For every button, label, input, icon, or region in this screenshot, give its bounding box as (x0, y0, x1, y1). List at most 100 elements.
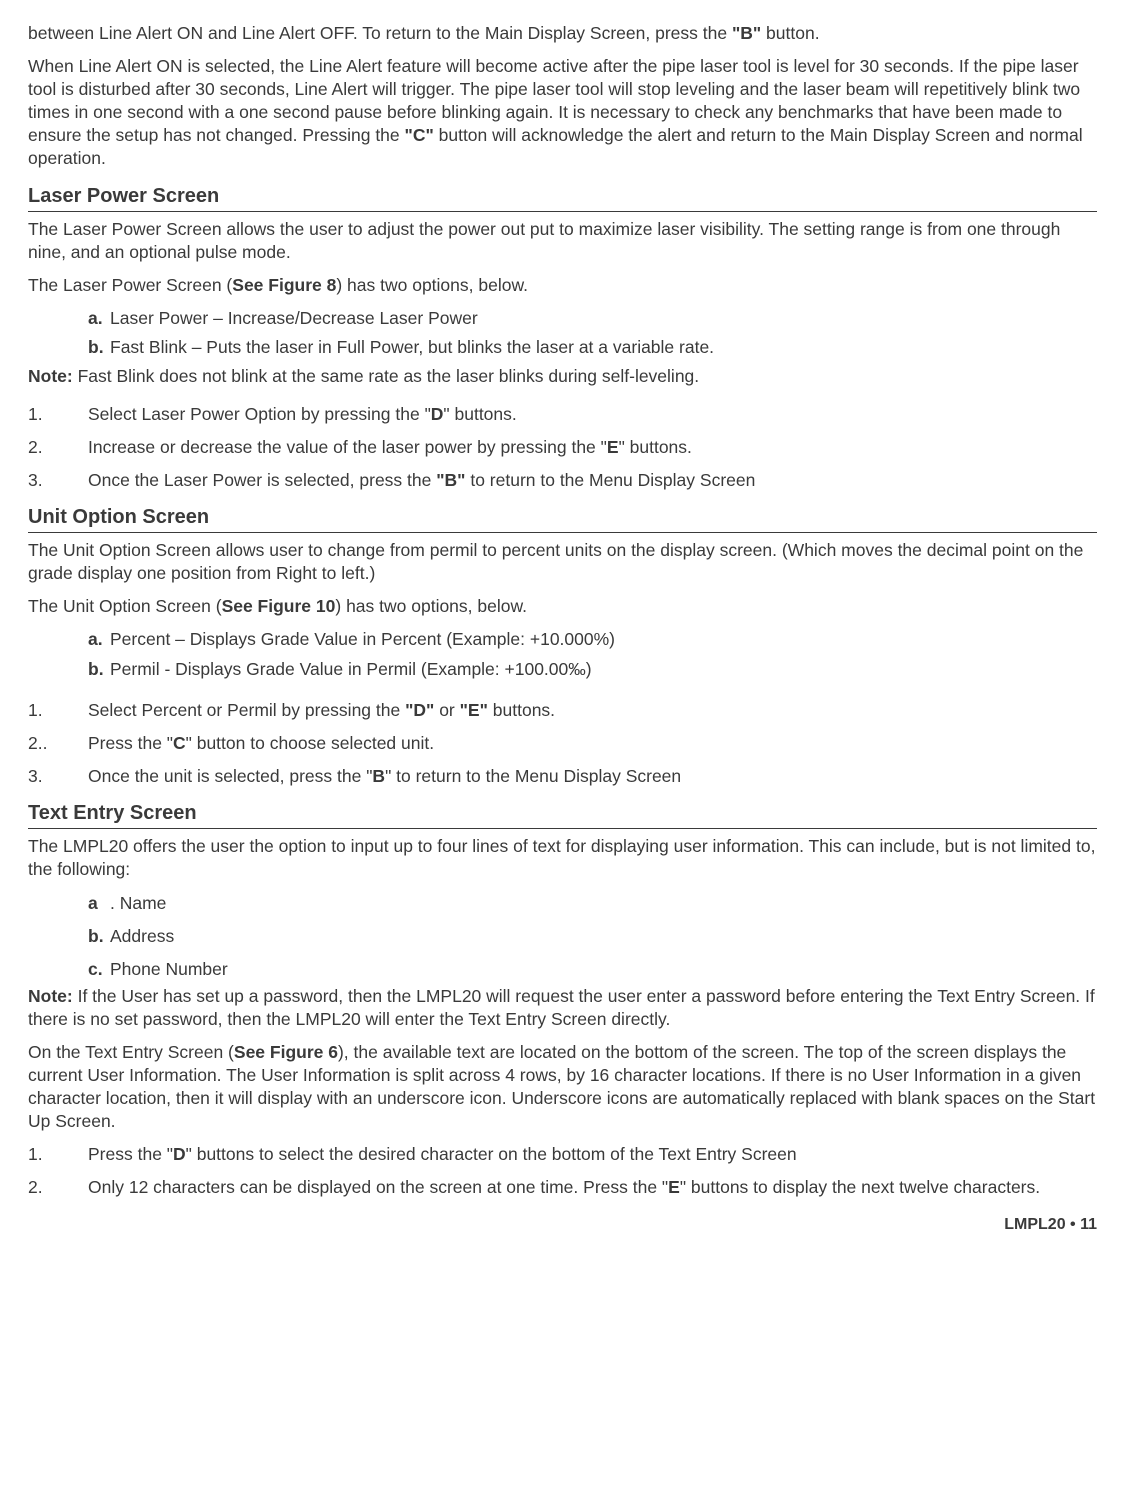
intro-para-1: between Line Alert ON and Line Alert OFF… (28, 22, 1097, 45)
option-text: Address (110, 925, 174, 948)
option-label: a. (88, 307, 110, 330)
laser-para-2: The Laser Power Screen (See Figure 8) ha… (28, 274, 1097, 297)
unit-para-2: The Unit Option Screen (See Figure 10) h… (28, 595, 1097, 618)
option-text: Percent – Displays Grade Value in Percen… (110, 628, 615, 651)
step-num: 2.. (28, 732, 88, 755)
note-label: Note: (28, 986, 73, 1006)
button-c-ref: "C" (405, 125, 434, 145)
text: Increase or decrease the value of the la… (88, 437, 607, 457)
step-3: 3.Once the unit is selected, press the "… (28, 765, 1097, 788)
option-text: Permil - Displays Grade Value in Permil … (110, 658, 592, 681)
heading-unit-option: Unit Option Screen (28, 504, 1097, 533)
unit-para-1: The Unit Option Screen allows user to ch… (28, 539, 1097, 585)
button-d-ref: "D" (405, 700, 434, 720)
step-num: 1. (28, 699, 88, 722)
unit-options: a. Percent – Displays Grade Value in Per… (28, 628, 1097, 680)
step-text: Once the Laser Power is selected, press … (88, 469, 755, 492)
text-note: Note: If the User has set up a password,… (28, 985, 1097, 1031)
option-b: b. Address (88, 925, 1097, 948)
text: The Unit Option Screen ( (28, 596, 222, 616)
text: to return to the Menu Display Screen (465, 470, 755, 490)
heading-text-entry: Text Entry Screen (28, 800, 1097, 829)
option-label: b. (88, 658, 110, 681)
button-e-ref: "E" (460, 700, 488, 720)
text: On the Text Entry Screen ( (28, 1042, 234, 1062)
unit-steps: 1.Select Percent or Permil by pressing t… (28, 699, 1097, 788)
step-text: Select Laser Power Option by pressing th… (88, 403, 517, 426)
step-text: Press the "D" buttons to select the desi… (88, 1143, 797, 1166)
step-num: 3. (28, 469, 88, 492)
text: buttons. (488, 700, 555, 720)
option-a: a. Laser Power – Increase/Decrease Laser… (88, 307, 1097, 330)
laser-para-1: The Laser Power Screen allows the user t… (28, 218, 1097, 264)
text: button. (761, 23, 819, 43)
button-d-ref: D (431, 404, 444, 424)
step-1: 1.Select Laser Power Option by pressing … (28, 403, 1097, 426)
button-e-ref: E (668, 1177, 680, 1197)
note-label: Note: (28, 366, 73, 386)
text: Once the unit is selected, press the " (88, 766, 372, 786)
text-options: a. Name b. Address c. Phone Number (28, 892, 1097, 981)
laser-options: a. Laser Power – Increase/Decrease Laser… (28, 307, 1097, 359)
option-text: Phone Number (110, 958, 228, 981)
laser-steps: 1.Select Laser Power Option by pressing … (28, 403, 1097, 492)
step-text: Only 12 characters can be displayed on t… (88, 1176, 1040, 1199)
text: between Line Alert ON and Line Alert OFF… (28, 23, 732, 43)
text: " buttons. (619, 437, 692, 457)
option-text: Fast Blink – Puts the laser in Full Powe… (110, 336, 714, 359)
option-c: c. Phone Number (88, 958, 1097, 981)
option-b: b. Fast Blink – Puts the laser in Full P… (88, 336, 1097, 359)
text: " buttons to select the desired characte… (186, 1144, 797, 1164)
step-num: 2. (28, 1176, 88, 1199)
page-footer: LMPL20 • 11 (28, 1214, 1097, 1235)
option-text: Laser Power – Increase/Decrease Laser Po… (110, 307, 478, 330)
text: " buttons to display the next twelve cha… (680, 1177, 1040, 1197)
laser-note: Note: Fast Blink does not blink at the s… (28, 365, 1097, 388)
step-3: 3.Once the Laser Power is selected, pres… (28, 469, 1097, 492)
note-text: If the User has set up a password, then … (28, 986, 1095, 1029)
text: Press the " (88, 733, 173, 753)
heading-laser-power: Laser Power Screen (28, 183, 1097, 212)
text: Only 12 characters can be displayed on t… (88, 1177, 668, 1197)
text: Press the " (88, 1144, 173, 1164)
option-label: a. (88, 628, 110, 651)
figure-ref: See Figure 10 (222, 596, 336, 616)
text: The Laser Power Screen ( (28, 275, 232, 295)
text-para-1: The LMPL20 offers the user the option to… (28, 835, 1097, 881)
figure-ref: See Figure 8 (232, 275, 336, 295)
text: ) has two options, below. (335, 596, 527, 616)
option-label: b. (88, 925, 110, 948)
button-b-ref: "B" (732, 23, 761, 43)
step-text: Increase or decrease the value of the la… (88, 436, 692, 459)
text: " button to choose selected unit. (186, 733, 434, 753)
step-2: 2.Increase or decrease the value of the … (28, 436, 1097, 459)
button-e-ref: E (607, 437, 619, 457)
option-label: c. (88, 958, 110, 981)
button-b-ref: "B" (436, 470, 465, 490)
text: Once the Laser Power is selected, press … (88, 470, 436, 490)
option-label: b. (88, 336, 110, 359)
step-1: 1.Press the "D" buttons to select the de… (28, 1143, 1097, 1166)
text: Select Laser Power Option by pressing th… (88, 404, 431, 424)
option-b: b. Permil - Displays Grade Value in Perm… (88, 658, 1097, 681)
step-2: 2.Only 12 characters can be displayed on… (28, 1176, 1097, 1199)
step-1: 1.Select Percent or Permil by pressing t… (28, 699, 1097, 722)
text: " buttons. (443, 404, 516, 424)
step-text: Select Percent or Permil by pressing the… (88, 699, 555, 722)
text: Select Percent or Permil by pressing the (88, 700, 405, 720)
option-a: a. Percent – Displays Grade Value in Per… (88, 628, 1097, 651)
step-num: 1. (28, 1143, 88, 1166)
step-num: 1. (28, 403, 88, 426)
intro-para-2: When Line Alert ON is selected, the Line… (28, 55, 1097, 170)
text: ) has two options, below. (336, 275, 528, 295)
text-steps: 1.Press the "D" buttons to select the de… (28, 1143, 1097, 1199)
text: or (434, 700, 459, 720)
option-text: . Name (110, 892, 166, 915)
button-b-ref: B (372, 766, 385, 786)
step-num: 3. (28, 765, 88, 788)
text-para-2: On the Text Entry Screen (See Figure 6),… (28, 1041, 1097, 1133)
button-c-ref: C (173, 733, 186, 753)
option-a: a. Name (88, 892, 1097, 915)
step-text: Press the "C" button to choose selected … (88, 732, 434, 755)
step-num: 2. (28, 436, 88, 459)
